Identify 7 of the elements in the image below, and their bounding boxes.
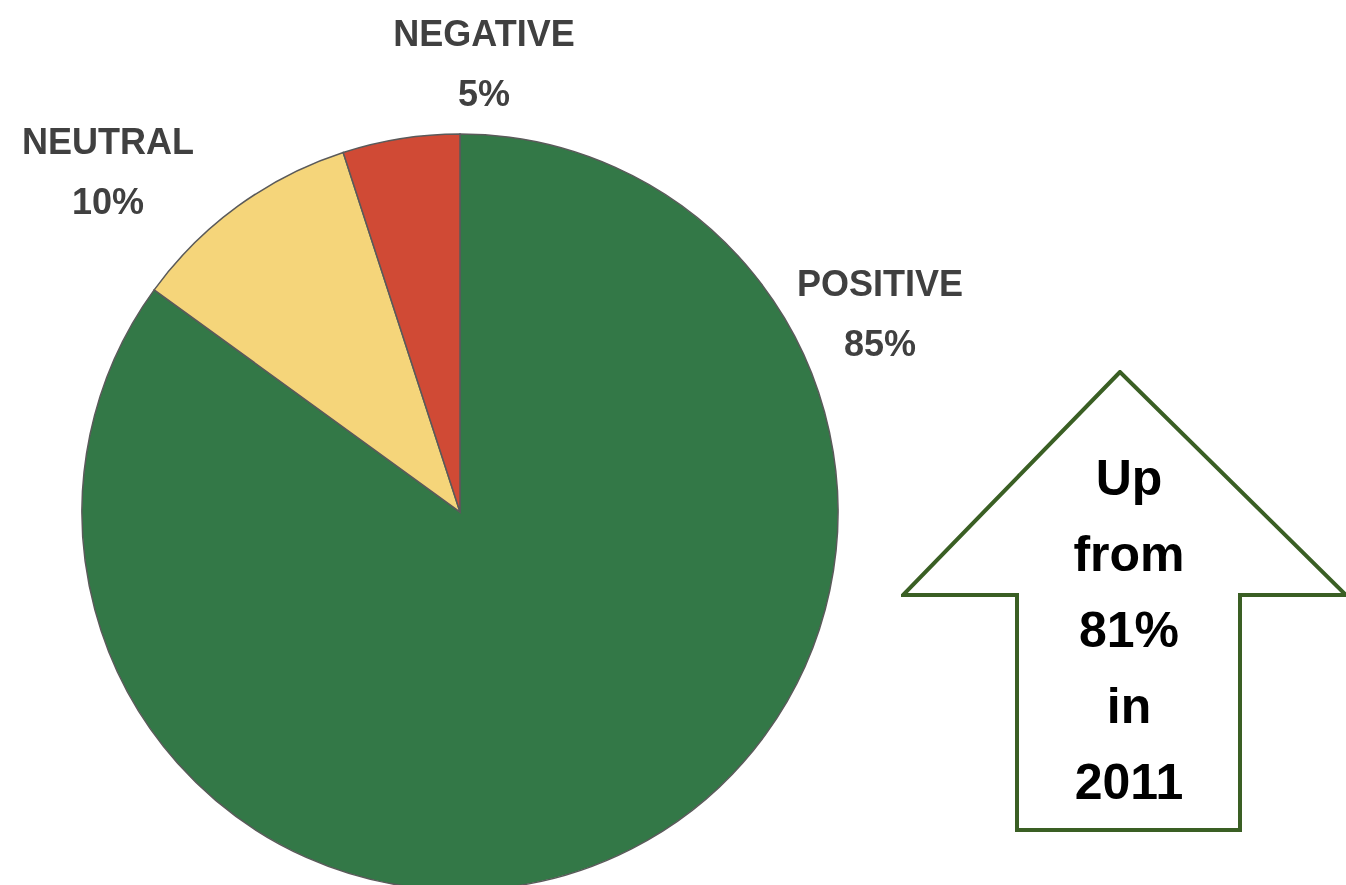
data-label: 5% — [457, 73, 511, 114]
text: Up from 81% in 2011 — [1073, 449, 1185, 812]
data-label: 85% — [843, 323, 917, 364]
slice-label: NEUTRAL — [22, 121, 194, 162]
slice-label: POSITIVE — [796, 263, 964, 304]
slice-label: NEGATIVE — [393, 13, 575, 54]
data-label: 10% — [71, 181, 145, 222]
